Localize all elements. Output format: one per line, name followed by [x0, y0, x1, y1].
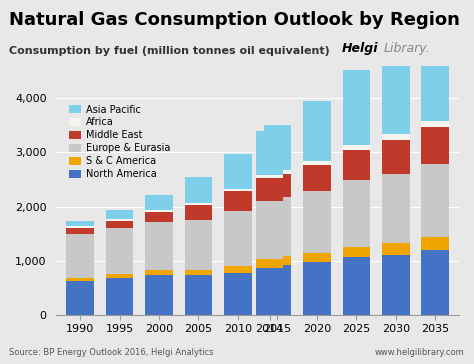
- Text: Natural Gas Consumption Outlook by Region: Natural Gas Consumption Outlook by Regio…: [9, 11, 460, 29]
- Bar: [185, 219, 212, 270]
- Text: Helgi: Helgi: [341, 42, 378, 55]
- Bar: [264, 256, 291, 265]
- Bar: [255, 175, 283, 178]
- Bar: [303, 101, 331, 161]
- Bar: [255, 178, 283, 201]
- Bar: [343, 150, 370, 180]
- Bar: [264, 170, 291, 174]
- Text: Library.: Library.: [384, 42, 430, 55]
- Bar: [303, 191, 331, 253]
- Bar: [66, 228, 94, 234]
- Bar: [382, 255, 410, 315]
- Bar: [382, 140, 410, 174]
- Bar: [185, 270, 212, 275]
- Bar: [421, 250, 449, 315]
- Bar: [264, 126, 291, 170]
- Bar: [106, 219, 133, 221]
- Bar: [303, 262, 331, 315]
- Bar: [303, 165, 331, 191]
- Bar: [224, 189, 252, 191]
- Bar: [66, 278, 94, 281]
- Bar: [421, 237, 449, 250]
- Bar: [255, 201, 283, 259]
- Bar: [255, 259, 283, 268]
- Bar: [145, 270, 173, 275]
- Bar: [303, 161, 331, 165]
- Bar: [343, 180, 370, 246]
- Bar: [106, 221, 133, 228]
- Bar: [66, 221, 94, 226]
- Bar: [224, 154, 252, 189]
- Bar: [66, 226, 94, 228]
- Bar: [185, 177, 212, 202]
- Bar: [224, 273, 252, 315]
- Bar: [421, 15, 449, 120]
- Bar: [185, 205, 212, 219]
- Bar: [264, 265, 291, 315]
- Bar: [421, 120, 449, 127]
- Bar: [224, 191, 252, 211]
- Bar: [264, 197, 291, 256]
- Bar: [106, 278, 133, 315]
- Bar: [145, 212, 173, 222]
- Bar: [145, 210, 173, 212]
- Bar: [185, 202, 212, 205]
- Bar: [106, 274, 133, 278]
- Bar: [382, 243, 410, 255]
- Text: www.helgilibrary.com: www.helgilibrary.com: [375, 348, 465, 357]
- Bar: [145, 275, 173, 315]
- Bar: [66, 234, 94, 278]
- Bar: [382, 134, 410, 140]
- Bar: [255, 131, 283, 175]
- Bar: [224, 265, 252, 273]
- Bar: [421, 127, 449, 164]
- Bar: [303, 253, 331, 262]
- Bar: [255, 268, 283, 315]
- Bar: [185, 275, 212, 315]
- Bar: [264, 174, 291, 197]
- Bar: [382, 174, 410, 243]
- Bar: [106, 228, 133, 274]
- Text: Consumption by fuel (million tonnes oil equivalent): Consumption by fuel (million tonnes oil …: [9, 46, 330, 55]
- Bar: [106, 210, 133, 219]
- Bar: [343, 257, 370, 315]
- Bar: [343, 70, 370, 146]
- Text: Source: BP Energy Outlook 2016, Helgi Analytics: Source: BP Energy Outlook 2016, Helgi An…: [9, 348, 214, 357]
- Bar: [145, 195, 173, 210]
- Legend: Asia Pacific, Africa, Middle East, Europe & Eurasia, S & C America, North Americ: Asia Pacific, Africa, Middle East, Europ…: [65, 101, 174, 183]
- Bar: [145, 222, 173, 270]
- Bar: [382, 44, 410, 134]
- Bar: [224, 211, 252, 265]
- Bar: [343, 246, 370, 257]
- Bar: [343, 146, 370, 150]
- Bar: [66, 281, 94, 315]
- Bar: [421, 164, 449, 237]
